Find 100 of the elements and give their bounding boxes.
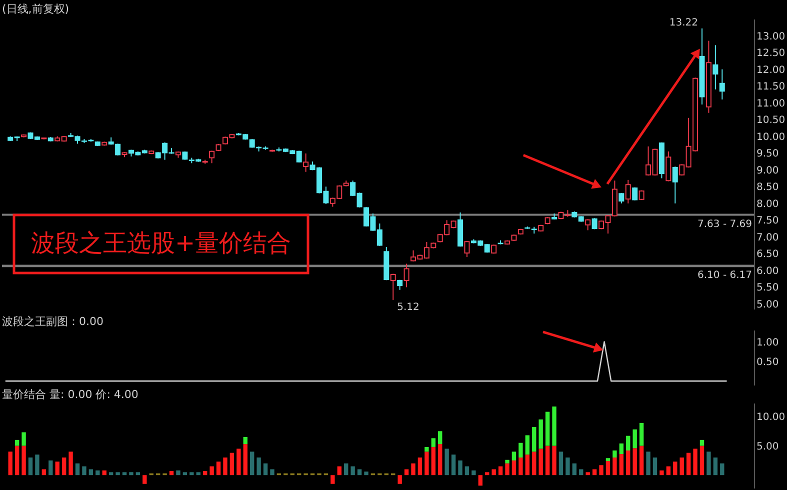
y-tick-label: 12.00 [756,64,786,76]
bar [525,435,530,455]
bar [532,427,536,452]
bar [451,454,456,476]
bar [190,472,194,476]
bar [263,463,268,476]
bar [606,461,610,476]
bar [532,452,536,476]
bar [48,460,53,476]
bar [8,452,12,476]
bar [431,438,436,447]
bar [512,460,516,476]
bar [700,446,704,476]
bar [210,466,214,476]
bar [632,429,637,448]
bar [572,463,577,476]
bar [478,475,483,486]
bar [545,446,550,476]
bar [485,472,490,476]
bar [182,472,188,476]
bar [411,463,416,476]
bar [673,462,678,476]
bar [713,458,718,476]
bar [223,458,228,476]
bar [646,452,650,476]
bar [680,458,684,476]
candlestick [390,273,396,300]
bar [42,469,46,476]
bar [350,466,355,476]
bar [136,472,140,476]
chart-title: 量价结合 量: 0.00 价: 4.00 [2,388,138,401]
bar [68,452,73,476]
bar [552,446,556,476]
bar [626,450,630,476]
bar [216,462,221,476]
bar [472,470,476,476]
bar [404,469,409,476]
bar [230,452,234,476]
bar [357,469,362,476]
candlestick [404,263,410,288]
bar [566,458,570,476]
bar [720,463,724,476]
bar [599,465,604,476]
bar [22,432,26,446]
y-tick-label: 10.00 [756,132,786,143]
bar [693,448,698,476]
bar [512,452,516,460]
bar [14,446,20,476]
bar [108,472,114,476]
bar [612,450,617,458]
bar [270,469,274,476]
chart-title: 波段之王副图：0.00 [2,315,104,328]
bar [639,446,644,476]
bar [619,454,624,476]
bar [558,452,564,476]
bar [142,475,147,484]
bar [498,466,503,476]
bar [626,436,630,450]
bar [464,466,470,476]
y-tick-label: 6.00 [756,266,779,277]
annotation: 5.12 [397,302,420,313]
bar [14,440,20,446]
chart-title: (日线,前复权) [2,2,70,16]
bar [632,448,637,476]
annotation: 波段之王选股+量价结合 [30,229,292,257]
bar [122,472,127,476]
y-tick-label: 0.50 [756,356,779,368]
y-tick-label: 7.50 [756,216,779,227]
candlestick [585,218,591,231]
bar [337,466,342,476]
bar [606,458,610,462]
y-tick-label: 6.50 [756,249,779,260]
bar [538,448,543,476]
bar [612,458,617,476]
bar [88,469,94,476]
y-tick-label: 10.50 [756,115,786,126]
y-tick-label: 9.50 [756,148,779,160]
bar [96,470,100,476]
bar [424,452,429,476]
y-tick-label: 7.00 [756,232,779,244]
annotation: 13.22 [669,17,698,28]
bar [525,454,530,476]
bar [250,452,254,476]
bar [639,422,644,446]
y-tick-label: 1.00 [756,337,779,348]
bar [55,462,60,476]
bar [22,446,26,476]
bar [518,442,523,458]
candlestick [666,150,672,182]
bar [444,448,449,476]
bar [586,472,590,476]
bar [619,443,624,454]
bar [398,475,402,484]
bar [364,472,368,476]
band-label: 6.10 - 6.17 [698,270,752,282]
bar [28,458,33,476]
y-tick-label: 5.00 [756,299,779,310]
y-tick-label: 8.00 [756,198,779,210]
bar [82,466,86,476]
bar [518,458,523,476]
